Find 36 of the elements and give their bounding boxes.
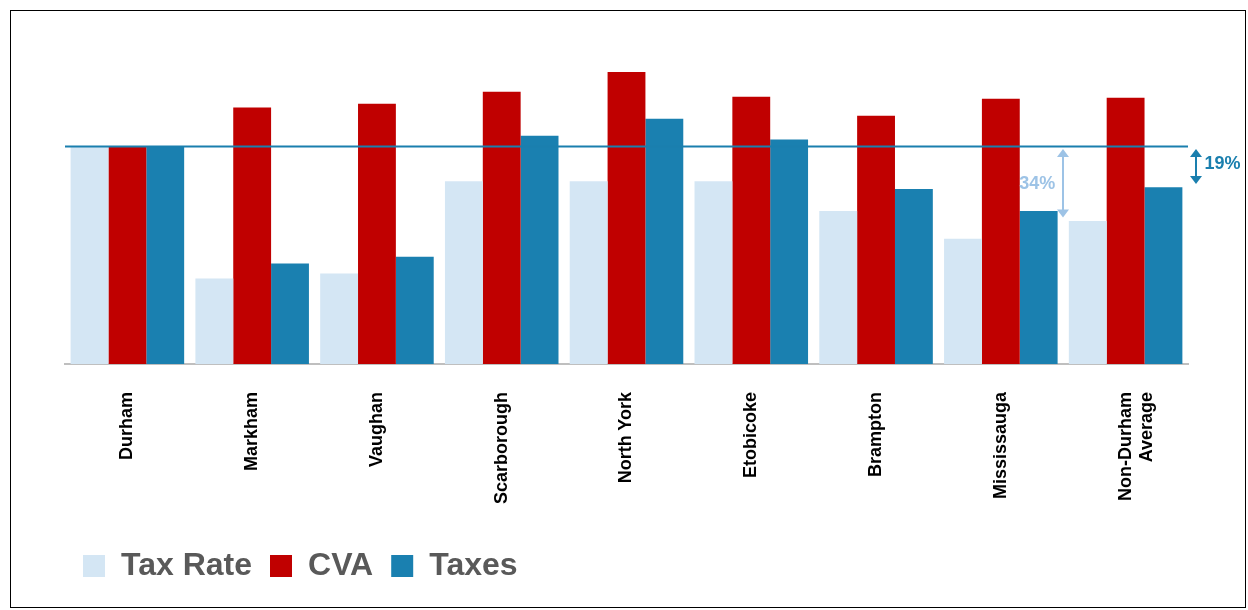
bar [358, 103, 396, 364]
legend-label: CVA [308, 545, 374, 582]
bar [944, 238, 982, 364]
legend-label: Taxes [429, 545, 518, 582]
bar [1106, 97, 1145, 364]
bar [444, 181, 483, 364]
x-tick-label: Brampton [865, 391, 886, 477]
x-tick-label: Scarborough [490, 391, 511, 505]
bar [981, 98, 1020, 364]
bar [894, 189, 933, 364]
bar [607, 72, 646, 364]
text: 19% [1204, 153, 1241, 174]
bar [569, 181, 608, 364]
bar [694, 181, 733, 364]
bar [233, 107, 272, 364]
x-tick-label: Mississauga [989, 391, 1010, 500]
x-tick-label: Vaughan [365, 391, 386, 468]
bar [1144, 187, 1183, 364]
bar [1068, 220, 1107, 364]
bar [1019, 210, 1058, 364]
bar [195, 278, 234, 364]
bar [271, 263, 309, 364]
x-tick-label: Markham [241, 391, 262, 472]
bar [320, 273, 359, 364]
bar [819, 210, 858, 364]
x-tick-label: Etobicoke [740, 391, 761, 479]
bar [395, 256, 434, 364]
bar [857, 115, 895, 364]
bar [732, 96, 771, 364]
x-tick-label: North York [615, 391, 636, 484]
bar [70, 146, 109, 364]
x-tick-label: Durham [116, 391, 137, 461]
bar [108, 146, 147, 364]
legend-label: Tax Rate [121, 545, 253, 582]
bar [482, 91, 521, 364]
x-tick-label: Non-Durham Average [1114, 391, 1157, 501]
